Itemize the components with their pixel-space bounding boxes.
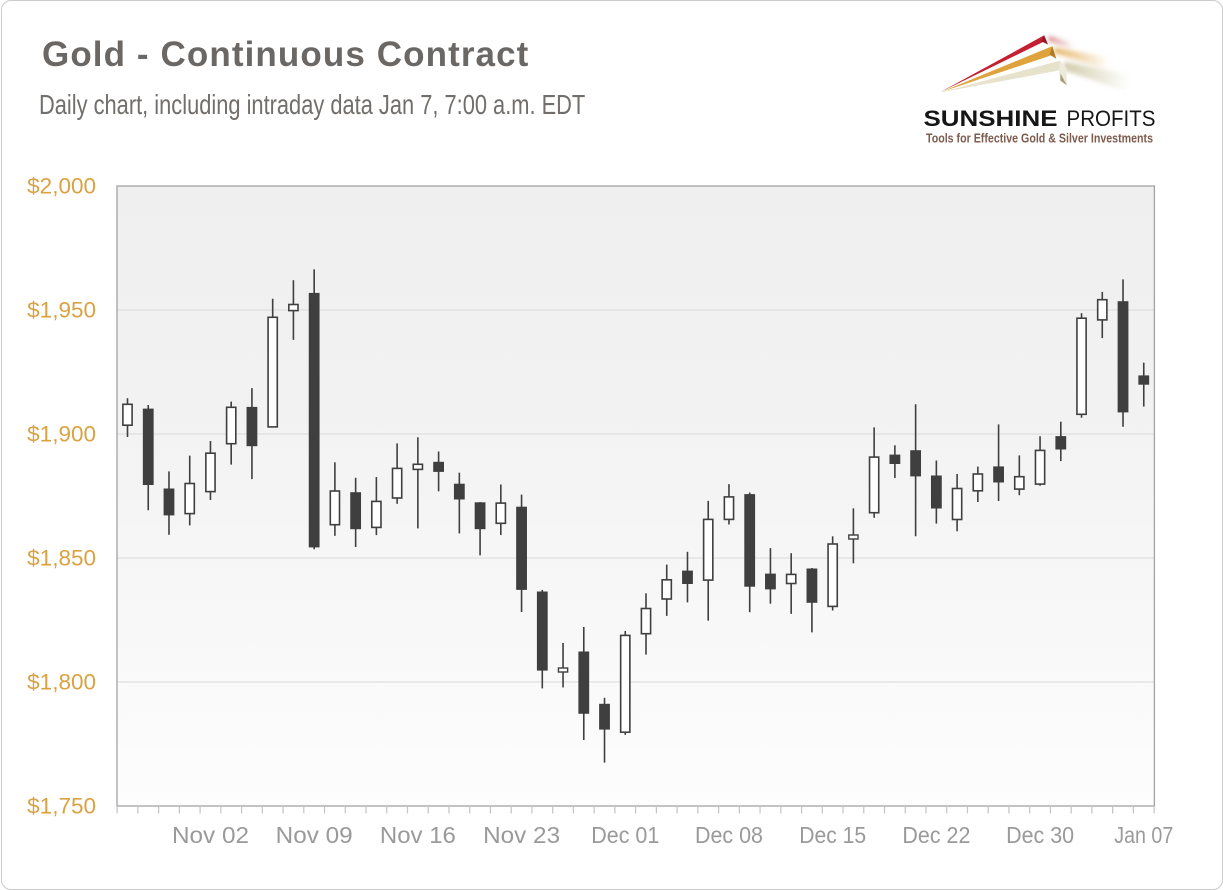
svg-text:Nov 02: Nov 02 [172,822,249,848]
svg-text:Dec 15: Dec 15 [799,822,866,848]
svg-text:Dec 30: Dec 30 [1006,822,1074,848]
svg-text:$1,800: $1,800 [27,670,96,695]
svg-text:SUNSHINE: SUNSHINE [924,106,1058,131]
svg-text:PROFITS: PROFITS [1067,106,1156,131]
svg-text:Dec 01: Dec 01 [591,822,659,848]
svg-text:Dec 22: Dec 22 [902,822,970,848]
svg-text:Nov 23: Nov 23 [483,822,560,848]
svg-text:Nov 09: Nov 09 [276,822,353,848]
svg-text:$1,750: $1,750 [27,794,96,819]
svg-text:$1,900: $1,900 [27,422,96,447]
svg-text:$1,850: $1,850 [27,546,96,571]
svg-text:$2,000: $2,000 [27,174,96,199]
svg-text:Jan 07: Jan 07 [1114,822,1173,848]
svg-text:Dec 08: Dec 08 [695,822,763,848]
svg-text:Nov 16: Nov 16 [380,822,456,848]
svg-text:$1,950: $1,950 [27,298,96,323]
svg-text:Tools for Effective Gold & Sil: Tools for Effective Gold & Silver Invest… [926,132,1153,146]
